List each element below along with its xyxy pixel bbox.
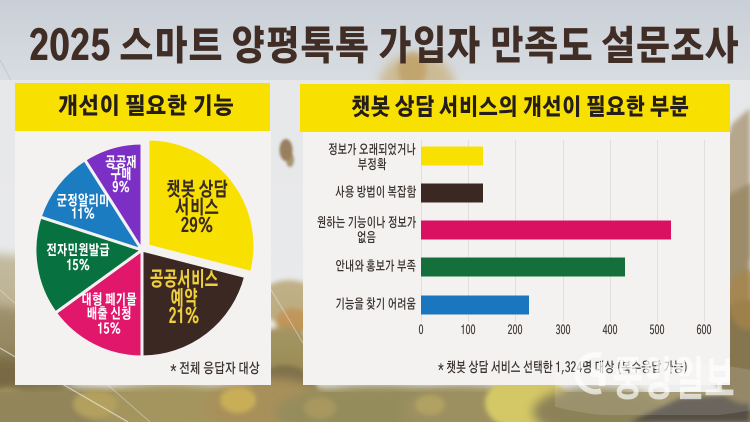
svg-text:중앙일보: 중앙일보 — [612, 355, 734, 405]
